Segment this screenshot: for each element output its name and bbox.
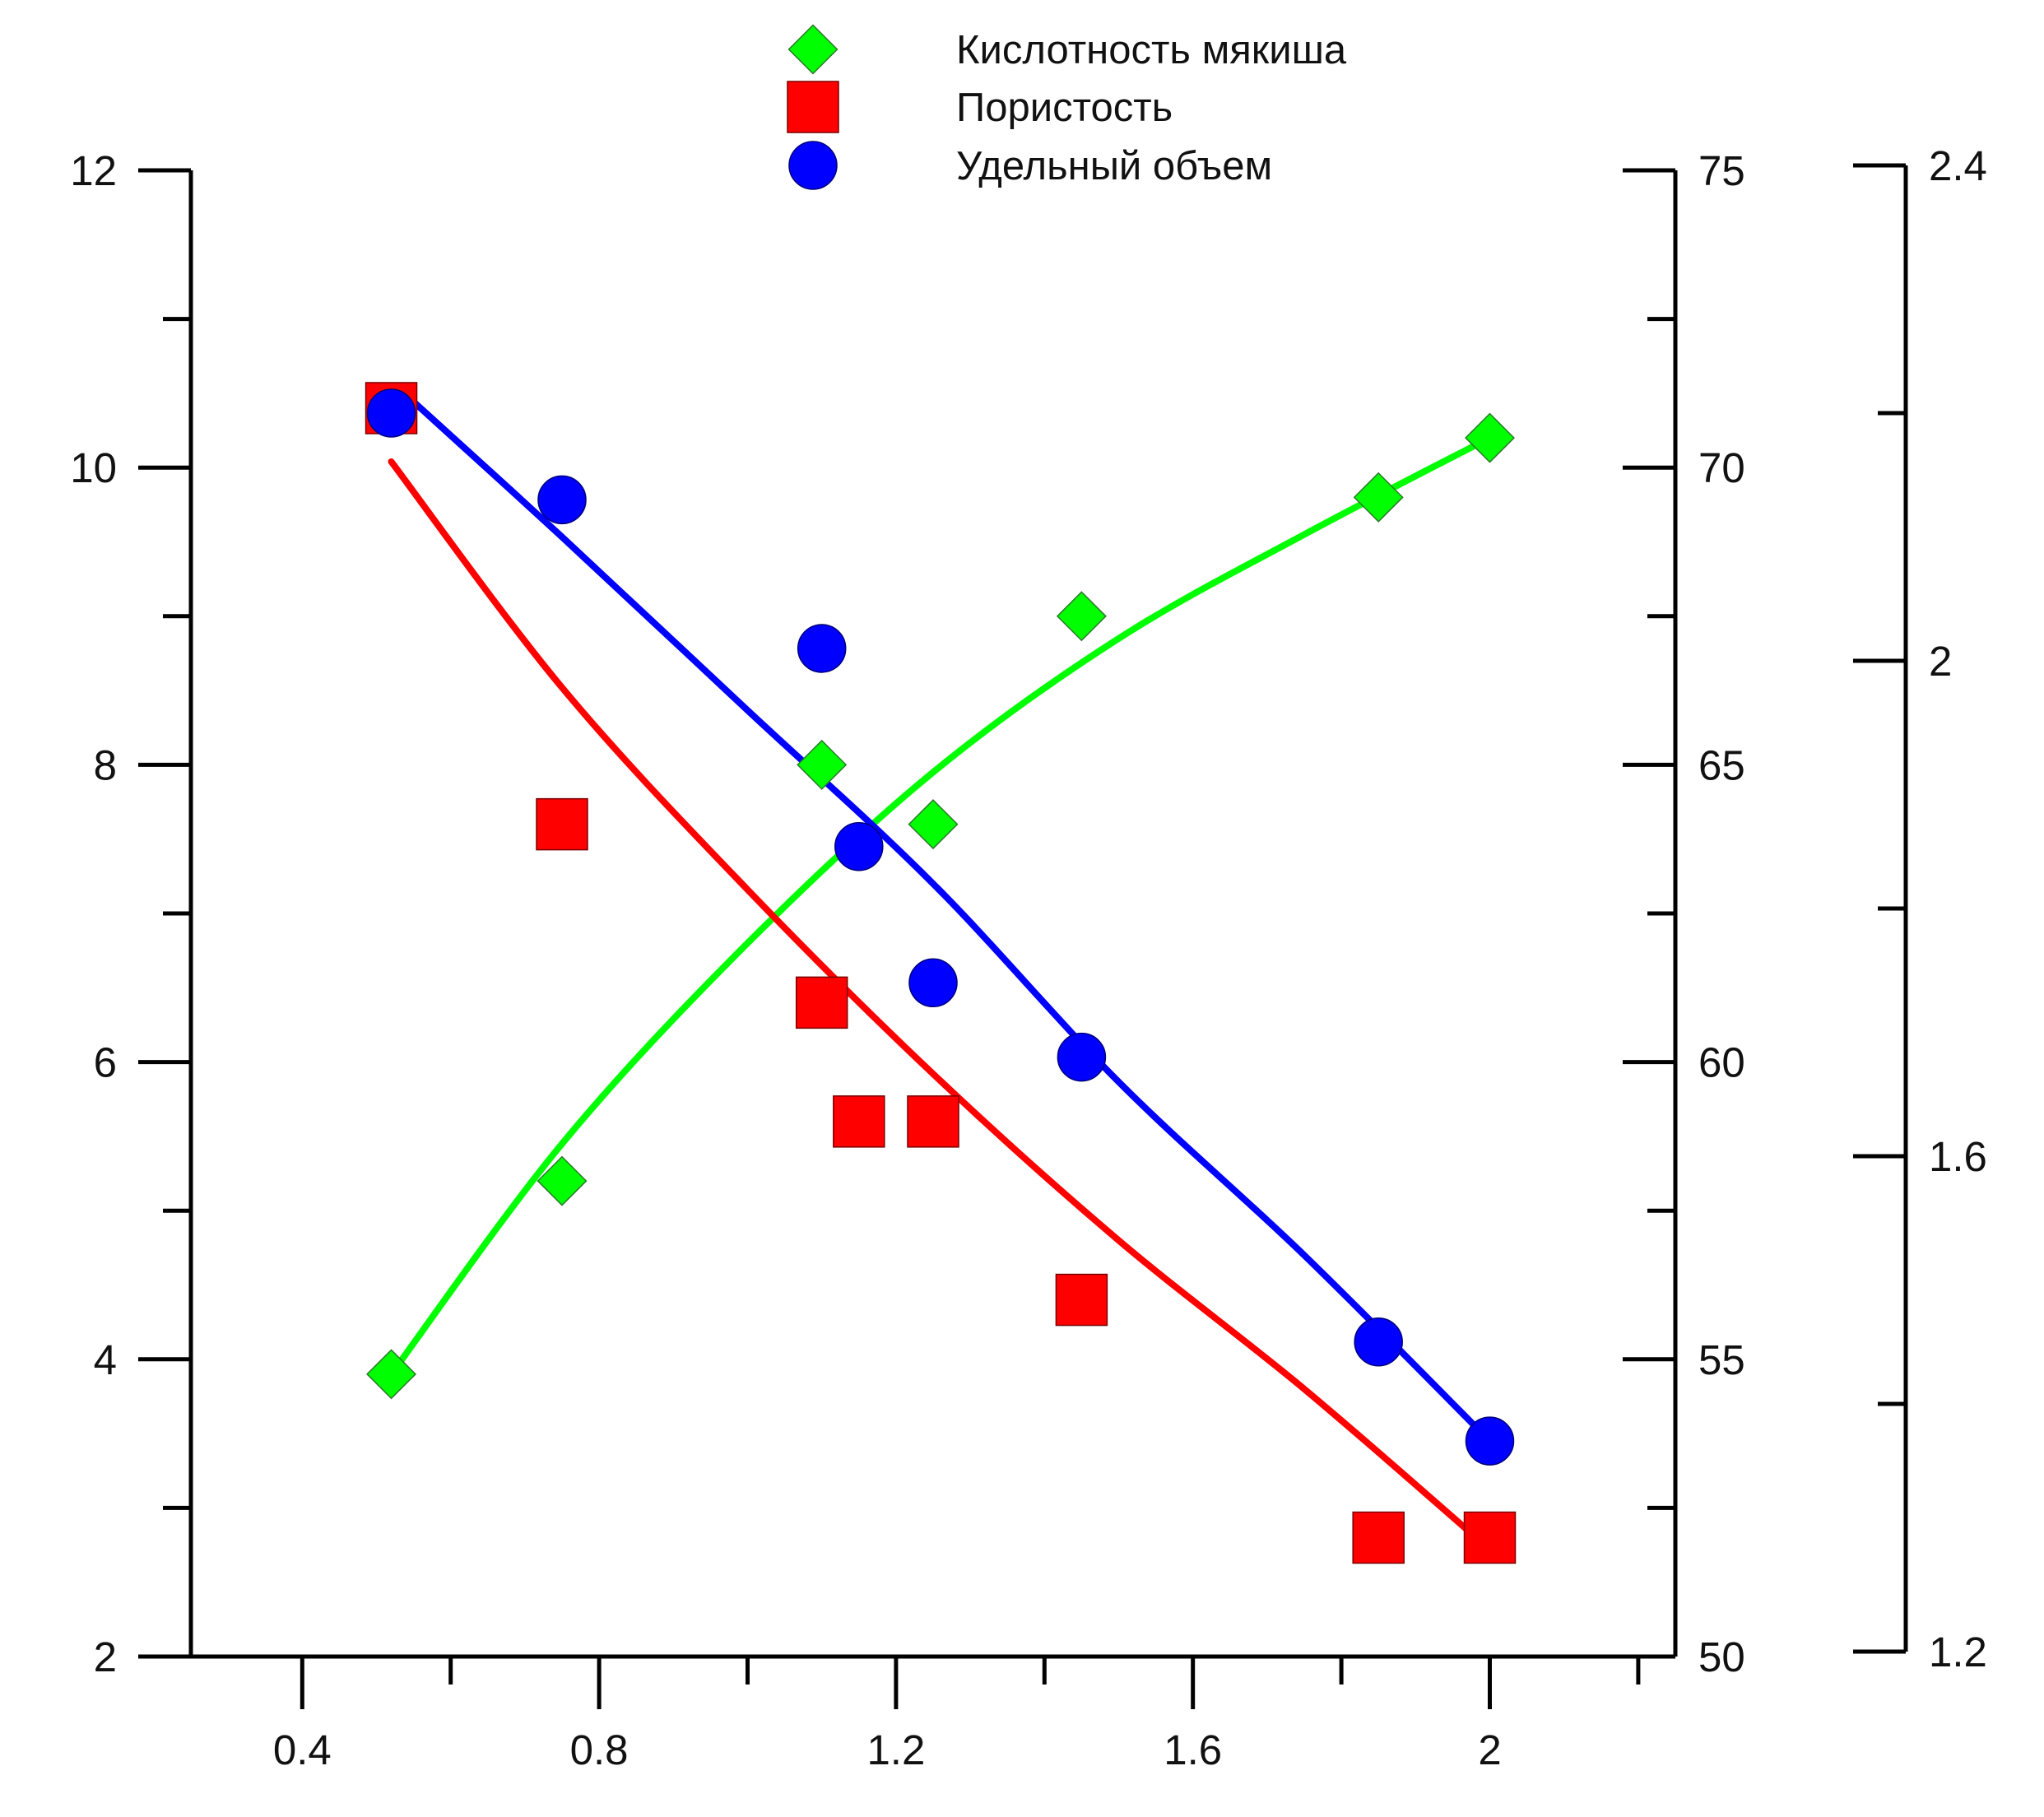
data-point-diamond <box>1353 472 1404 523</box>
data-point-diamond <box>1056 591 1107 642</box>
right2-y-tick-label: 1.2 <box>1929 1629 1987 1675</box>
data-point-circle <box>1057 1032 1107 1082</box>
axes-layer: 0.4 0.8 1.2 1.6 2 2 4 6 8 10 12 50 55 60 65 70 75 1.2 1.6 2… <box>70 142 1987 1773</box>
data-point-circle <box>537 475 587 525</box>
right1-y-tick-label: 50 <box>1698 1633 1745 1680</box>
legend-marker-square <box>787 81 839 133</box>
left-y-tick-label: 8 <box>94 741 117 788</box>
right1-y-tick-label: 55 <box>1698 1336 1745 1383</box>
legend-marker-circle <box>788 141 838 190</box>
data-point-diamond <box>1464 412 1516 463</box>
x-tick-label: 1.6 <box>1164 1726 1222 1773</box>
x-tick-label: 1.2 <box>866 1726 925 1773</box>
fit-curve-diamond <box>388 434 1494 1378</box>
data-point-square <box>833 1095 885 1148</box>
data-point-square <box>1055 1273 1108 1327</box>
right2-y-tick-label: 1.6 <box>1929 1133 1987 1180</box>
data-point-square <box>907 1095 959 1148</box>
data-point-square <box>795 976 848 1029</box>
x-tick-label: 0.8 <box>570 1726 629 1773</box>
data-point-circle <box>366 388 416 438</box>
data-point-square <box>1352 1511 1405 1564</box>
data-point-diamond <box>366 1349 417 1400</box>
legend-marker-diamond <box>787 24 839 75</box>
markers-layer <box>365 382 1517 1564</box>
left-y-tick-label: 2 <box>94 1633 117 1680</box>
x-tick-label: 2 <box>1478 1726 1501 1773</box>
legend: Кислотность мякиша Пористость Удельный объ… <box>787 24 1347 190</box>
data-point-diamond <box>797 739 848 790</box>
data-point-diamond <box>908 799 959 850</box>
data-point-diamond <box>537 1155 588 1206</box>
data-point-circle <box>1354 1317 1403 1367</box>
left-y-tick-label: 12 <box>70 147 117 194</box>
right1-y-tick-label: 70 <box>1698 444 1745 491</box>
data-point-circle <box>797 624 847 673</box>
data-point-square <box>536 797 588 851</box>
legend-label: Кислотность мякиша <box>956 28 1347 72</box>
right2-y-tick-label: 2.4 <box>1929 142 1987 189</box>
data-point-square <box>1463 1511 1517 1564</box>
left-y-tick-label: 4 <box>94 1336 117 1383</box>
x-tick-label: 0.4 <box>273 1726 332 1773</box>
left-y-tick-label: 10 <box>70 444 117 491</box>
right2-y-tick-label: 2 <box>1929 638 1952 685</box>
data-point-circle <box>834 822 884 871</box>
right1-y-tick-label: 60 <box>1698 1039 1745 1086</box>
fit-curve-square <box>388 458 1494 1553</box>
legend-label: Удельный объем <box>956 144 1272 188</box>
fit-curve-circle <box>395 384 1494 1445</box>
right1-y-tick-label: 75 <box>1698 147 1745 194</box>
data-point-circle <box>908 958 958 1008</box>
right1-y-tick-label: 65 <box>1698 741 1745 788</box>
left-y-tick-label: 6 <box>94 1039 117 1086</box>
data-point-circle <box>1465 1416 1515 1466</box>
fit-curves-layer <box>388 384 1494 1553</box>
legend-label: Пористость <box>956 86 1173 130</box>
